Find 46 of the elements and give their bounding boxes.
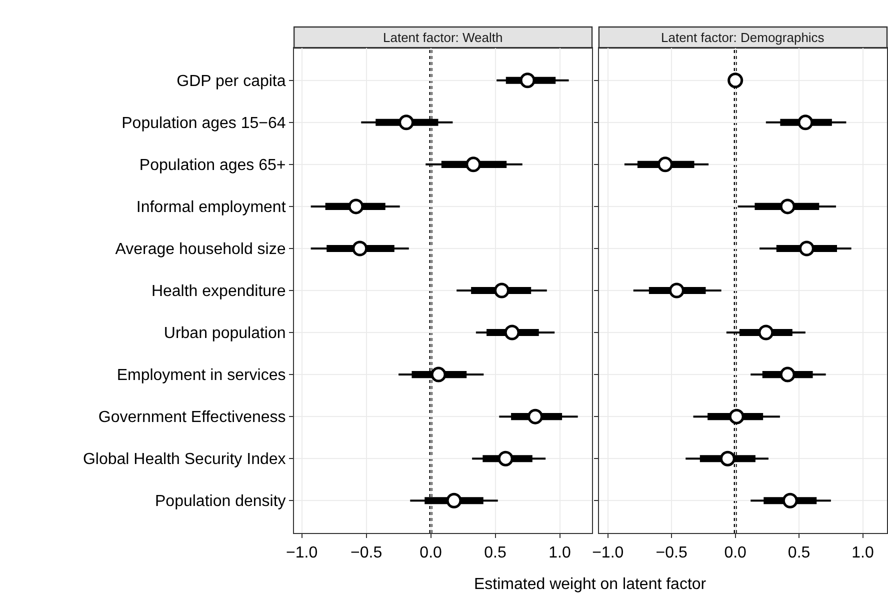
x-tick-label: 0.0 bbox=[724, 544, 747, 562]
point bbox=[657, 156, 673, 172]
y-tick-label: Global Health Security Index bbox=[82, 451, 286, 468]
y-tick-label: Health expenditure bbox=[151, 283, 286, 300]
x-tick-label: 0.0 bbox=[420, 544, 442, 562]
y-tick-label: Average household size bbox=[115, 241, 286, 258]
x-tick-label: 1.0 bbox=[548, 544, 571, 562]
point bbox=[780, 198, 796, 214]
point bbox=[728, 72, 744, 88]
point bbox=[728, 408, 744, 424]
point bbox=[498, 450, 514, 466]
point bbox=[348, 198, 364, 214]
x-tick-label: −1.0 bbox=[592, 544, 624, 562]
x-tick-label: 0.5 bbox=[484, 544, 506, 562]
point bbox=[758, 324, 774, 340]
point bbox=[668, 282, 684, 298]
x-tick-label: 0.5 bbox=[788, 544, 810, 562]
point bbox=[798, 240, 814, 256]
point bbox=[352, 240, 368, 256]
x-tick-label: −1.0 bbox=[286, 544, 318, 562]
x-tick-label: −0.5 bbox=[656, 544, 688, 562]
point bbox=[446, 492, 462, 508]
y-tick-label: GDP per capita bbox=[176, 72, 286, 90]
point bbox=[798, 114, 814, 130]
y-tick-label: Urban population bbox=[164, 325, 286, 342]
y-tick-label: Population ages 15−64 bbox=[122, 115, 286, 132]
y-tick-label: Informal employment bbox=[136, 199, 286, 216]
point bbox=[430, 366, 446, 382]
point bbox=[780, 366, 796, 382]
point bbox=[782, 492, 798, 508]
chart-title: Latent factor: Demographics bbox=[661, 30, 825, 45]
point bbox=[720, 450, 736, 466]
point bbox=[504, 324, 520, 340]
y-tick-label: Government Effectiveness bbox=[98, 409, 286, 426]
point bbox=[520, 72, 536, 88]
x-axis-title: Estimated weight on latent factor bbox=[474, 576, 707, 593]
y-tick-label: Employment in services bbox=[116, 367, 286, 384]
x-tick-label: −0.5 bbox=[350, 544, 382, 562]
y-tick-label: Population ages 65+ bbox=[139, 157, 286, 174]
point bbox=[398, 114, 414, 130]
chart-title: Latent factor: Wealth bbox=[383, 30, 503, 45]
y-tick-label: Population density bbox=[155, 493, 286, 510]
point bbox=[528, 408, 544, 424]
x-tick-label: 1.0 bbox=[852, 544, 874, 562]
point bbox=[494, 282, 510, 298]
point bbox=[466, 156, 482, 172]
